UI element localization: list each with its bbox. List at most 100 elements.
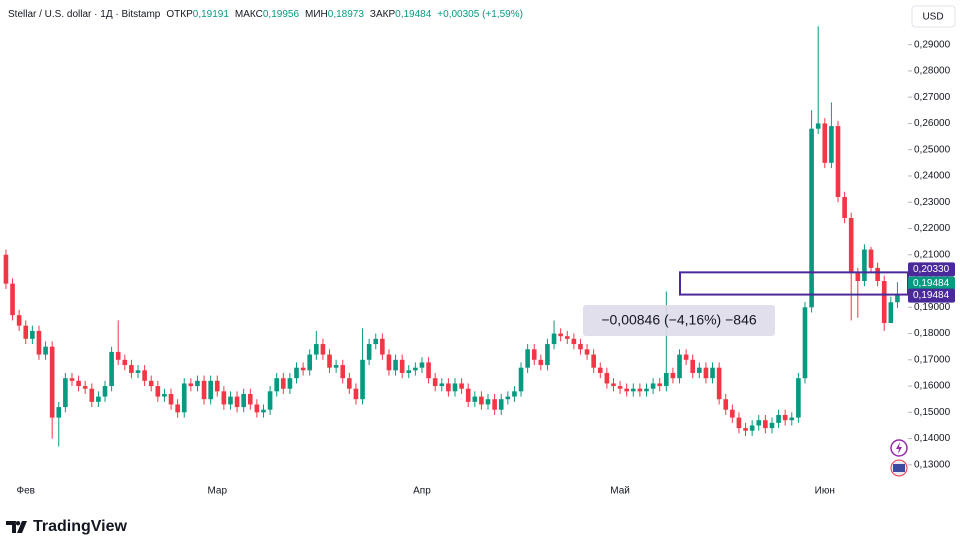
candle-body (564, 336, 570, 339)
candle-body (148, 380, 154, 387)
y-tick-label: 0,25000 (914, 144, 951, 155)
candle-body (888, 302, 894, 324)
y-tick-label: 0,14000 (914, 433, 951, 444)
candle-body (868, 249, 874, 268)
candle-body (637, 388, 643, 392)
candle-body (63, 378, 68, 408)
candle-body (710, 367, 715, 379)
candle-body (267, 391, 273, 410)
candle-body (485, 399, 491, 405)
candle-body (776, 414, 781, 423)
y-tick-label: 0,16000 (914, 381, 951, 392)
candle-body (763, 420, 768, 429)
candle-body (175, 404, 180, 413)
candle-body (822, 123, 828, 163)
candle-body (769, 422, 775, 429)
candle-body (796, 378, 801, 418)
candle-body (749, 425, 755, 431)
candle-body (862, 249, 867, 282)
candle-body (129, 365, 134, 373)
candle-body (703, 367, 709, 379)
candle-body (96, 396, 101, 402)
candle-body (492, 399, 497, 410)
candle-body (505, 396, 511, 400)
candle-body (340, 365, 346, 379)
candle-body (386, 354, 392, 371)
x-tick-label: Фев (17, 486, 35, 497)
candle-body (10, 283, 15, 316)
candle-body (353, 388, 359, 400)
field-label: ОТКР (166, 9, 193, 20)
measure-from-tag-bg (908, 262, 955, 277)
field-value: 0,19956 (262, 9, 300, 20)
y-tick-label: 0,24000 (914, 171, 951, 182)
candle-body (498, 399, 504, 410)
x-tick-label: Май (610, 486, 630, 497)
candle-body (234, 396, 240, 408)
candle-body (300, 367, 306, 371)
candle-body (432, 378, 438, 387)
candle-body (782, 414, 788, 421)
candle-body (30, 330, 35, 339)
candle-body (730, 409, 735, 418)
currency-button[interactable] (911, 5, 956, 28)
candle-body (380, 338, 385, 355)
candle-body (551, 333, 557, 345)
candle-body (479, 396, 484, 405)
candle-body (597, 367, 603, 373)
y-tick-label: 0,19000 (914, 302, 951, 313)
brand: TradingView (33, 518, 128, 535)
candle-body (604, 372, 610, 384)
candle-body (307, 354, 313, 371)
currency[interactable]: USD (922, 12, 943, 23)
candle-body (56, 407, 62, 418)
candle-body (360, 359, 365, 400)
candle-body (545, 344, 550, 366)
candle-body (320, 344, 326, 355)
candle-body (848, 217, 854, 274)
candle-body (241, 393, 246, 408)
candle-body (23, 325, 29, 339)
y-tick-label: 0,29000 (914, 39, 951, 50)
flag (893, 464, 905, 472)
candle-body (102, 386, 108, 397)
candle-body (426, 362, 431, 379)
candle-body (578, 344, 583, 350)
y-tick-label: 0,18000 (914, 328, 951, 339)
candle-body (842, 196, 847, 218)
candle-body (657, 383, 663, 387)
y-tick-label: 0,27000 (914, 92, 951, 103)
candle-body (690, 359, 696, 373)
candle-body (406, 370, 412, 373)
candle-body (716, 367, 722, 400)
y-tick-label: 0,21000 (914, 249, 951, 260)
candle-body (624, 388, 629, 392)
legend-header: Stellar / U.S. dollar · 1Д · Bitstamp ОТК… (8, 9, 523, 20)
candle-body (228, 396, 233, 405)
y-tick-label: 0,13000 (914, 460, 951, 471)
candle-body (835, 126, 841, 197)
candle-body (419, 362, 425, 368)
candle-body (274, 378, 280, 392)
y-tick-label: 0,17000 (914, 354, 951, 365)
candle-body (294, 367, 299, 379)
candle-body (452, 383, 458, 392)
candle-body (756, 420, 762, 426)
candle-body (531, 349, 537, 360)
x-tick-label: Апр (413, 486, 431, 497)
candle-body (399, 359, 405, 373)
candle-body (802, 307, 808, 379)
candle-body (115, 351, 121, 360)
candle-body (677, 354, 682, 379)
candle-body (181, 383, 187, 413)
candle-body (76, 380, 81, 387)
candle-body (247, 393, 253, 405)
candle-body (611, 383, 616, 387)
candle-body (393, 359, 398, 371)
candle-body (373, 338, 379, 345)
candle-body (881, 281, 887, 324)
candle-body (155, 386, 161, 397)
candle-body (663, 372, 669, 387)
candle-body (670, 372, 676, 379)
